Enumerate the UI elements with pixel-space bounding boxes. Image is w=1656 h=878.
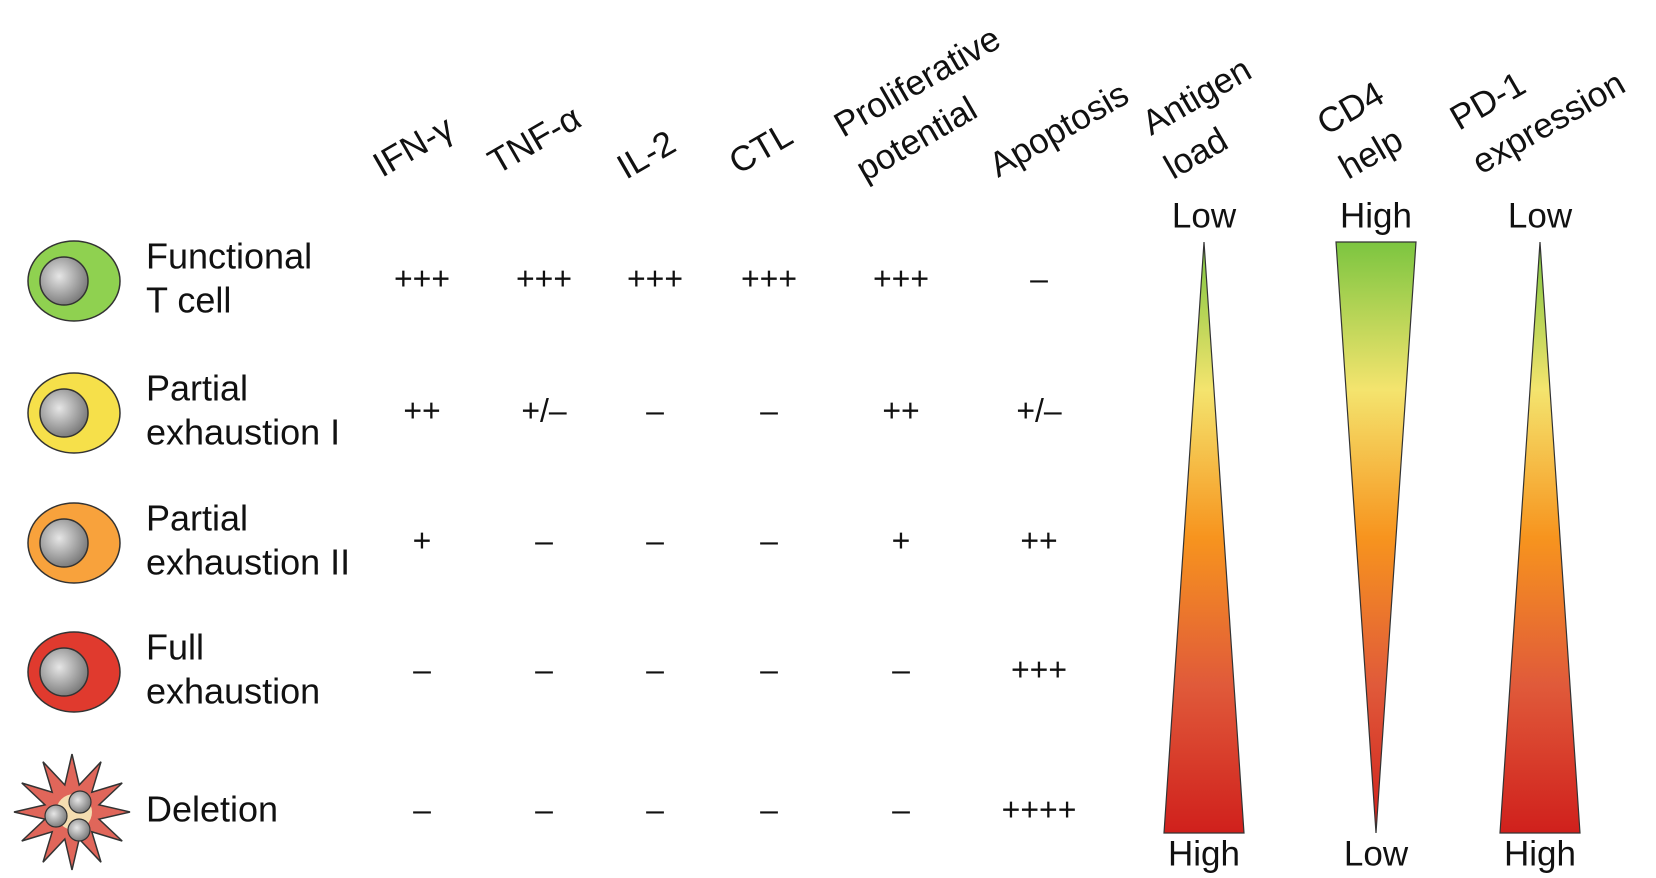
gradient-bottom-label: High	[1168, 834, 1240, 873]
cell-icon	[28, 241, 120, 321]
gradient-bottom-label: High	[1504, 834, 1576, 873]
cell-value: +++	[394, 260, 450, 296]
gradient-bottom-label: Low	[1344, 834, 1409, 873]
cell-value: +++	[516, 260, 572, 296]
cell-value: –	[760, 791, 778, 827]
column-header: IFN-γ	[367, 108, 461, 185]
cell-value: ++	[403, 392, 440, 428]
cell-nucleus	[40, 648, 88, 696]
cell-value: –	[646, 651, 664, 687]
cell-value: –	[1030, 260, 1048, 296]
column-header: CTL	[723, 115, 800, 182]
cell-value: –	[646, 522, 664, 558]
row-label: T cell	[146, 280, 231, 321]
cell-value: –	[892, 791, 910, 827]
cell-value: ++	[882, 392, 919, 428]
cell-value: +++	[627, 260, 683, 296]
cell-nucleus	[40, 519, 88, 567]
cell-value: –	[535, 651, 553, 687]
cell-value: +++	[1011, 651, 1067, 687]
row-label: Partial	[146, 368, 248, 409]
cell-nucleus	[40, 389, 88, 437]
cell-value: +	[413, 522, 432, 558]
cell-value: ++++	[1002, 791, 1077, 827]
cell-icon	[28, 503, 120, 583]
cell-value: –	[646, 791, 664, 827]
cell-icon	[28, 632, 120, 712]
column-header: TNF-α	[482, 98, 588, 182]
cell-value: +	[892, 522, 911, 558]
cell-icon	[28, 373, 120, 453]
cell-value: –	[646, 392, 664, 428]
nuclear-fragment	[69, 791, 91, 813]
row-label: exhaustion	[146, 671, 320, 712]
cell-value: –	[413, 651, 431, 687]
column-header: Antigen	[1136, 50, 1258, 143]
cell-value: +/–	[1016, 392, 1062, 428]
row-label: exhaustion I	[146, 412, 340, 453]
cell-value: ++	[1020, 522, 1057, 558]
apoptotic-cell-icon	[14, 754, 130, 870]
row-label: Full	[146, 627, 204, 668]
cell-value: –	[760, 522, 778, 558]
row-label: Partial	[146, 498, 248, 539]
gradient-wedge	[1164, 242, 1244, 833]
cell-value: +/–	[521, 392, 567, 428]
cell-value: –	[413, 791, 431, 827]
column-header: Apoptosis	[983, 74, 1136, 185]
row-label: exhaustion II	[146, 542, 350, 583]
cell-value: –	[892, 651, 910, 687]
gradient-top-label: High	[1340, 196, 1412, 235]
cell-value: –	[760, 651, 778, 687]
cell-value: –	[760, 392, 778, 428]
cell-value: –	[535, 791, 553, 827]
gradient-wedge	[1336, 242, 1416, 833]
nuclear-fragment	[45, 805, 67, 827]
gradient-top-label: Low	[1508, 196, 1573, 235]
gradient-wedge	[1500, 242, 1580, 833]
cell-value: +++	[873, 260, 929, 296]
row-label: Functional	[146, 236, 312, 277]
cell-nucleus	[40, 257, 88, 305]
nuclear-fragment	[68, 819, 90, 841]
column-header: IL-2	[611, 123, 683, 187]
diagram: IFN-γTNF-αIL-2CTLProliferativepotentialA…	[0, 0, 1656, 878]
cell-value: +++	[741, 260, 797, 296]
cell-value: –	[535, 522, 553, 558]
gradient-top-label: Low	[1172, 196, 1237, 235]
row-label: Deletion	[146, 789, 278, 830]
